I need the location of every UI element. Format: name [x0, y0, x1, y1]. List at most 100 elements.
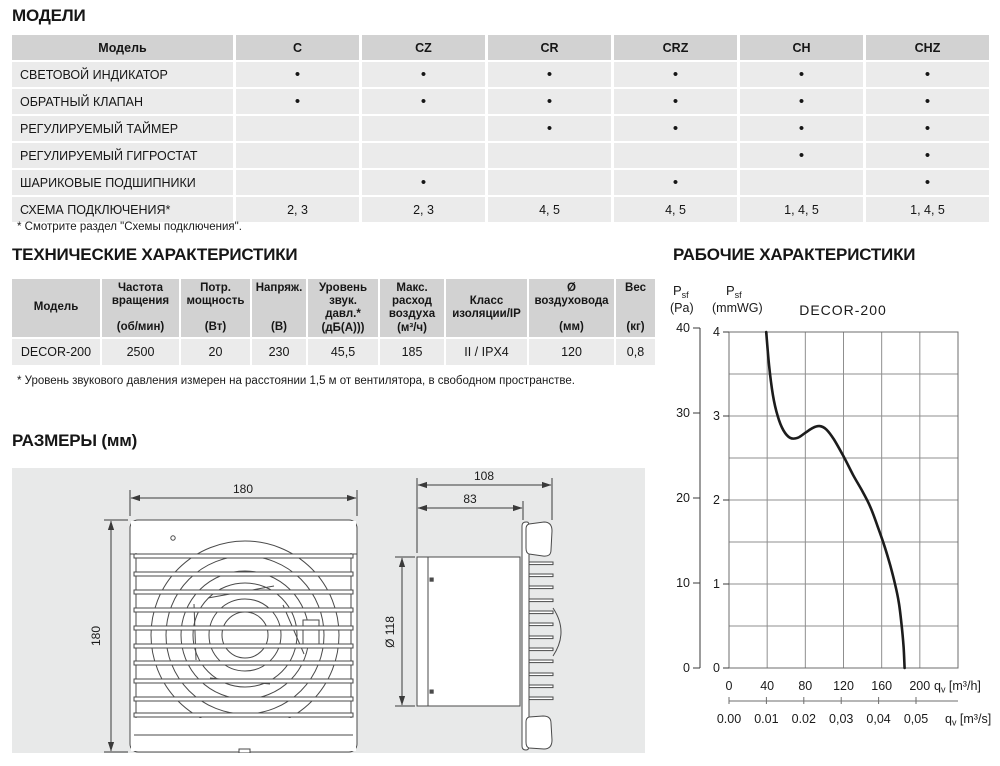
spec-cell: 45,5 [308, 339, 378, 365]
column-header: Модель [12, 279, 100, 337]
feature-cell: • [488, 62, 611, 87]
tech-footnote: * Уровень звукового давления измерен на … [17, 375, 575, 387]
svg-text:0,04: 0,04 [866, 712, 890, 726]
column-header: Модель [12, 35, 233, 60]
side-total-depth-dim-label: 108 [474, 469, 494, 483]
x-axis-secondary-labels: 0.00 0.01 0.02 0,03 0,04 0,05 qv [m³/s] [717, 712, 991, 728]
column-header: Напряж. (В) [252, 279, 306, 337]
column-header: CRZ [614, 35, 737, 60]
svg-text:120: 120 [833, 679, 854, 693]
louver-fins [528, 561, 554, 701]
feature-cell: • [488, 89, 611, 114]
column-header: Ø воздуховода (мм) [529, 279, 614, 337]
front-view-drawing [129, 519, 358, 754]
svg-text:qv [m³/h]: qv [m³/h] [934, 679, 981, 695]
feature-label: РЕГУЛИРУЕМЫЙ ГИГРОСТАТ [12, 143, 233, 168]
svg-text:200: 200 [909, 679, 930, 693]
dimensions-drawing-panel: 180 180 [12, 468, 645, 754]
feature-cell: • [236, 62, 359, 87]
feature-cell: • [362, 62, 485, 87]
column-header: Частота вращения (об/мин) [102, 279, 179, 337]
feature-cell [362, 143, 485, 168]
pa-axis-labels: 40 30 20 10 0 [676, 321, 690, 675]
feature-label: ШАРИКОВЫЕ ПОДШИПНИКИ [12, 170, 233, 195]
svg-text:10: 10 [676, 576, 690, 590]
mmwg-axis-ticks [723, 331, 729, 669]
svg-text:Psf: Psf [673, 283, 689, 300]
table-row: РЕГУЛИРУЕМЫЙ ГИГРОСТАТ • • [12, 143, 989, 168]
svg-text:1: 1 [713, 577, 720, 591]
tech-header-row: Модель Частота вращения (об/мин) Потр. мо… [12, 279, 655, 337]
column-header: Уровень звук. давл.* (дБ(А))) [308, 279, 378, 337]
svg-text:0,03: 0,03 [829, 712, 853, 726]
column-header: CH [740, 35, 863, 60]
svg-text:40: 40 [760, 679, 774, 693]
feature-cell: • [866, 143, 989, 168]
feature-cell [488, 170, 611, 195]
tech-table: Модель Частота вращения (об/мин) Потр. мо… [10, 277, 657, 367]
feature-cell: • [362, 89, 485, 114]
spec-cell: 230 [252, 339, 306, 365]
pressure-flow-curve [764, 330, 906, 670]
svg-text:3: 3 [713, 409, 720, 423]
tech-section-title: ТЕХНИЧЕСКИЕ ХАРАКТЕРИСТИКИ [12, 245, 298, 264]
front-height-dim-label: 180 [89, 626, 103, 646]
feature-label: СХЕМА ПОДКЛЮЧЕНИЯ* [12, 197, 233, 222]
scheme-cell: 4, 5 [488, 197, 611, 222]
mmwg-axis-labels: 4 3 2 1 0 [713, 325, 720, 675]
feature-cell [236, 170, 359, 195]
svg-text:0: 0 [713, 661, 720, 675]
table-row: ОБРАТНЫЙ КЛАПАН • • • • • • [12, 89, 989, 114]
models-table: Модель C CZ CR CRZ CH CHZ СВЕТОВОЙ ИНДИК… [9, 33, 992, 224]
svg-text:20: 20 [676, 491, 690, 505]
spec-cell: 0,8 [616, 339, 655, 365]
spec-cell: II / IPX4 [446, 339, 527, 365]
pa-axis [693, 327, 701, 669]
feature-cell: • [740, 89, 863, 114]
column-header: CZ [362, 35, 485, 60]
svg-text:80: 80 [798, 679, 812, 693]
feature-cell: • [740, 143, 863, 168]
svg-text:0,05: 0,05 [904, 712, 928, 726]
column-header: C [236, 35, 359, 60]
feature-cell [362, 116, 485, 141]
feature-cell [236, 116, 359, 141]
feature-cell: • [740, 62, 863, 87]
feature-label: СВЕТОВОЙ ИНДИКАТОР [12, 62, 233, 87]
svg-text:qv [m³/s]: qv [m³/s] [945, 712, 991, 728]
column-header: Класс изоляции/IP [446, 279, 527, 337]
feature-cell: • [866, 89, 989, 114]
models-section-title: МОДЕЛИ [12, 6, 86, 25]
table-row: СХЕМА ПОДКЛЮЧЕНИЯ* 2, 3 2, 3 4, 5 4, 5 1… [12, 197, 989, 222]
scheme-cell: 2, 3 [362, 197, 485, 222]
feature-cell: • [866, 116, 989, 141]
svg-text:160: 160 [871, 679, 892, 693]
front-width-dim-label: 180 [233, 482, 253, 496]
feature-cell [488, 143, 611, 168]
scheme-cell: 1, 4, 5 [740, 197, 863, 222]
svg-text:0: 0 [683, 661, 690, 675]
side-view-drawing [416, 521, 562, 751]
chart-title: DECOR-200 [799, 302, 887, 318]
spec-cell: 185 [380, 339, 444, 365]
column-header: Потр. мощность (Вт) [181, 279, 250, 337]
table-row: ШАРИКОВЫЕ ПОДШИПНИКИ • • • [12, 170, 989, 195]
dimensions-section-title: РАЗМЕРЫ (мм) [12, 431, 138, 450]
feature-label: РЕГУЛИРУЕМЫЙ ТАЙМЕР [12, 116, 233, 141]
svg-text:0.00: 0.00 [717, 712, 741, 726]
side-duct-depth-dim-label: 83 [463, 492, 477, 506]
table-row: СВЕТОВОЙ ИНДИКАТОР • • • • • • [12, 62, 989, 87]
feature-cell: • [866, 170, 989, 195]
model-name-cell: DECOR-200 [12, 339, 100, 365]
feature-cell: • [614, 89, 737, 114]
chart-grid [728, 331, 959, 669]
side-view-dimensions [395, 478, 553, 707]
pa-axis-header: Psf (Pa) [670, 283, 694, 315]
feature-cell: • [740, 116, 863, 141]
scheme-cell: 1, 4, 5 [866, 197, 989, 222]
svg-text:30: 30 [676, 406, 690, 420]
performance-chart: DECOR-200 Psf (Pa) Psf (mmWG) 40 30 20 1… [670, 283, 991, 728]
front-view-dimensions [104, 490, 358, 753]
dimensions-drawing: 180 180 [89, 469, 562, 754]
